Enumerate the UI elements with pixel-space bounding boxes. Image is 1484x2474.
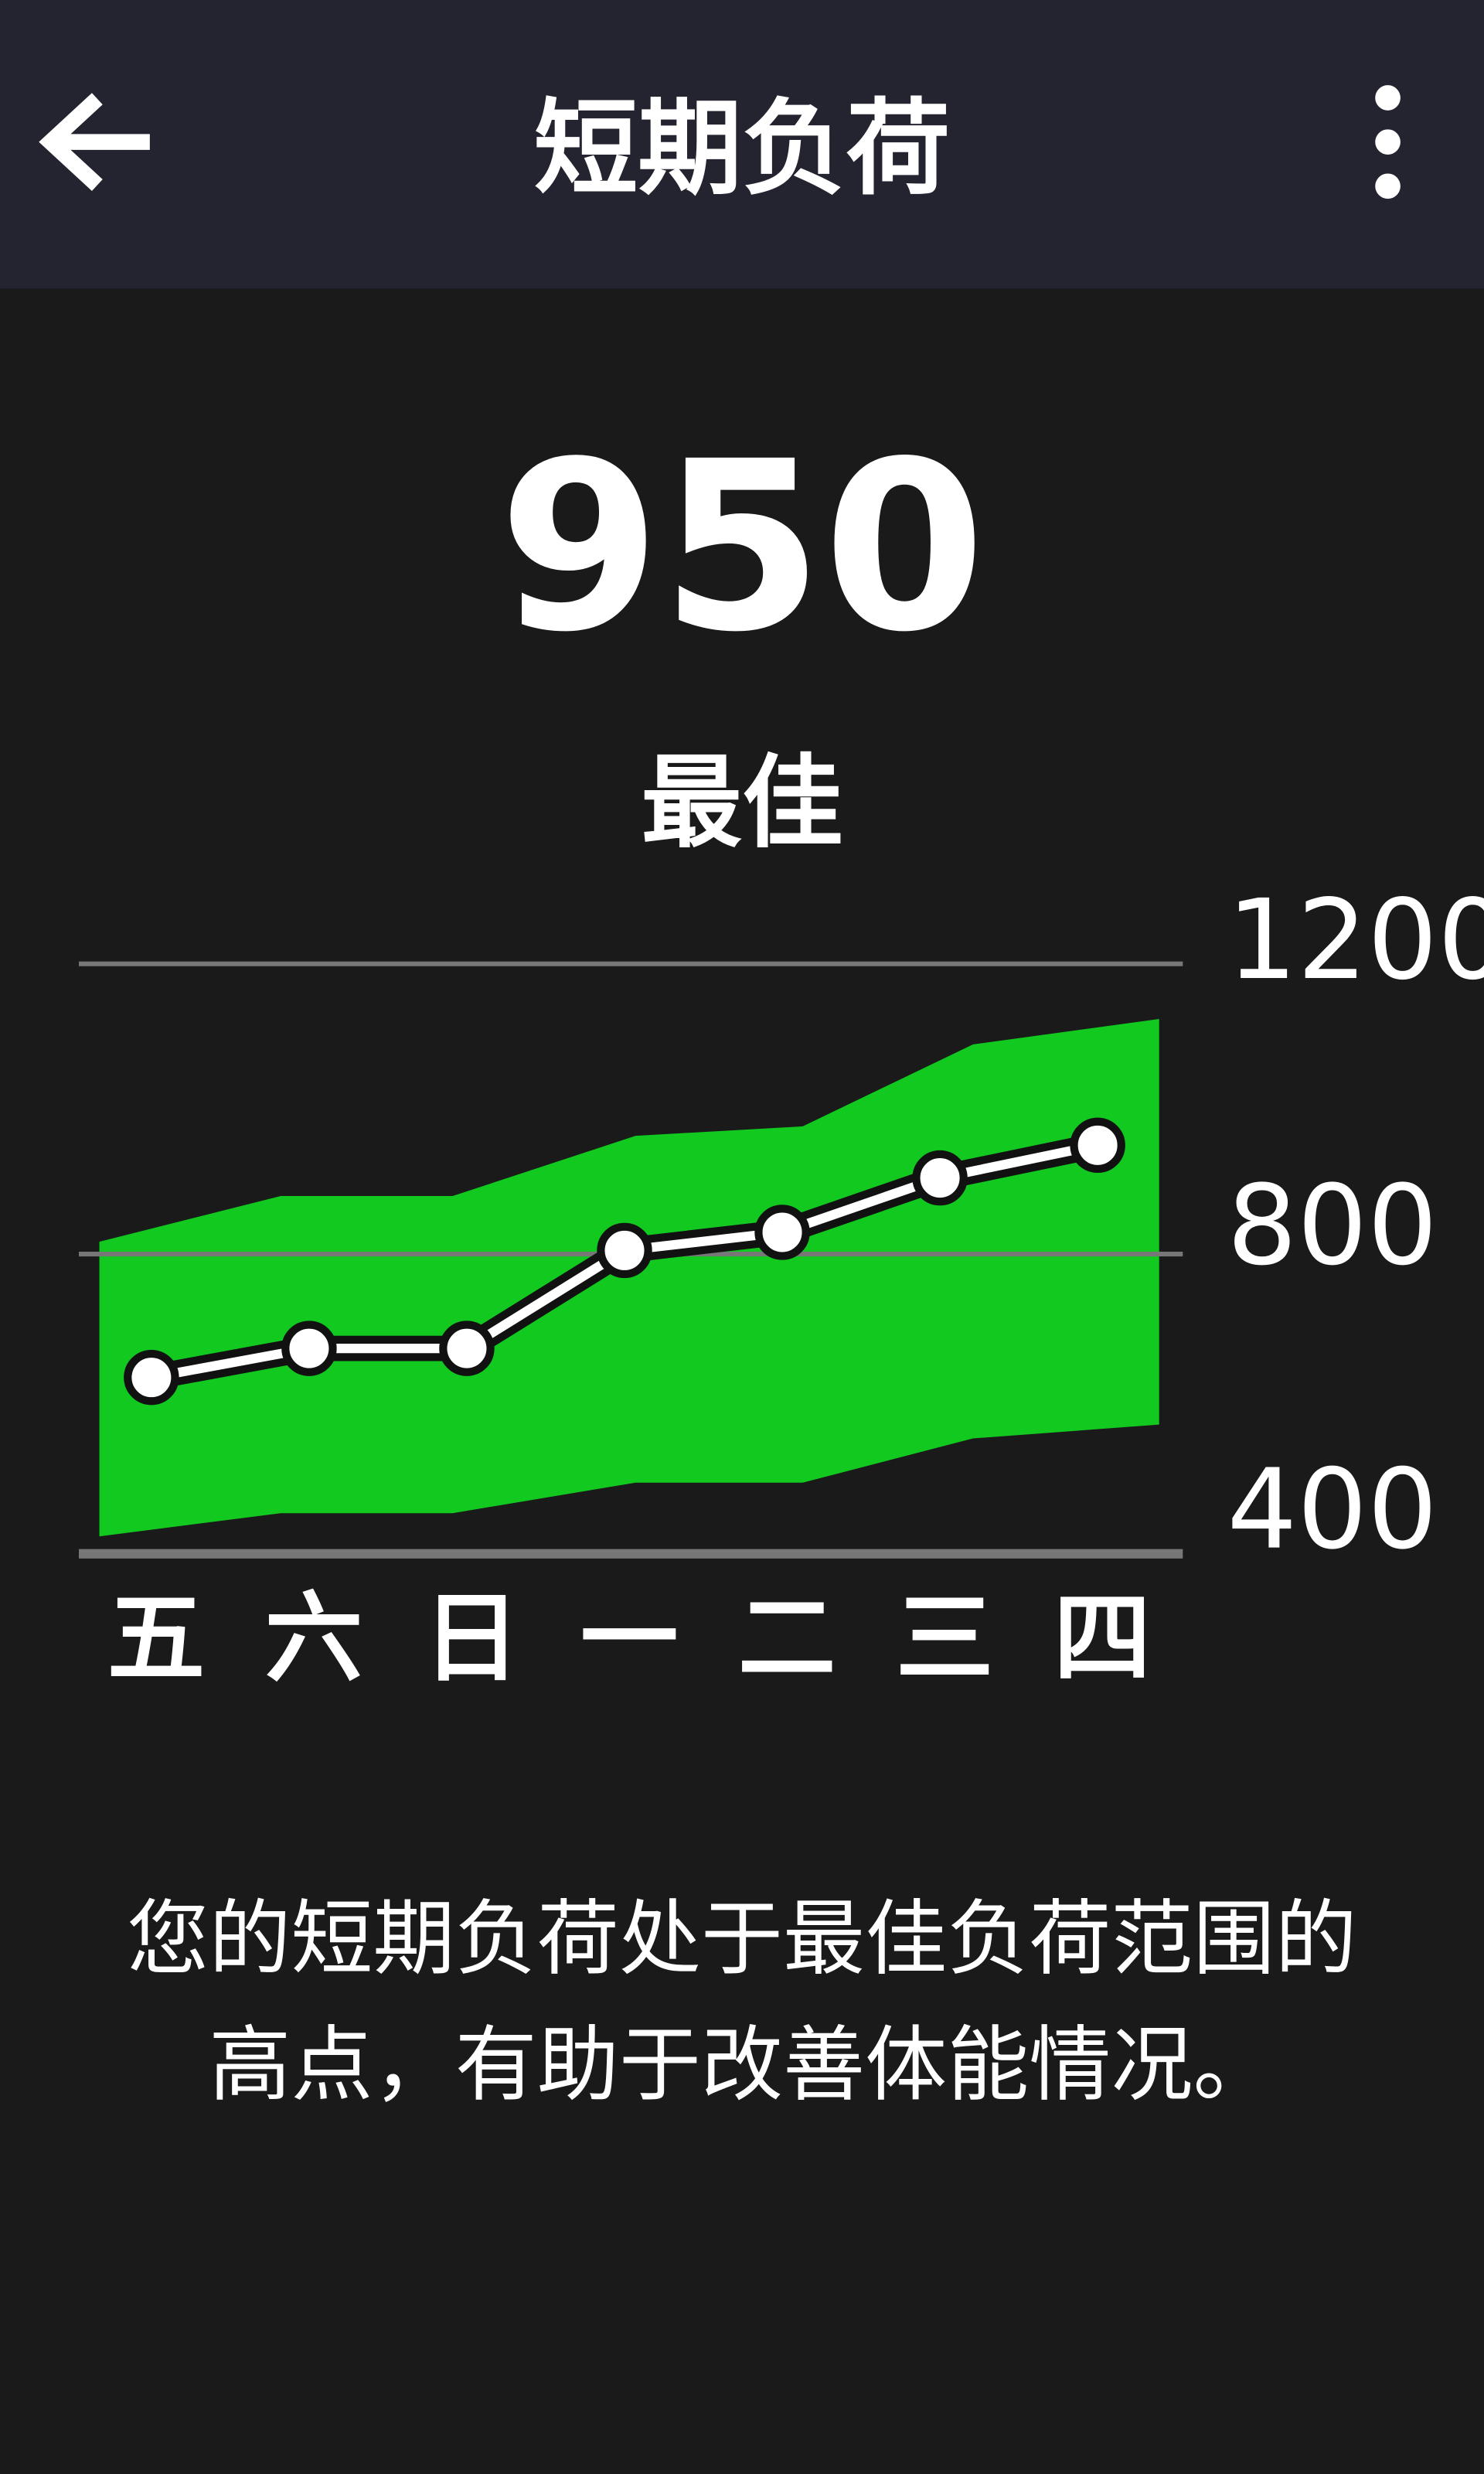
x-tick-label: 一 xyxy=(580,1582,679,1695)
data-point xyxy=(439,1320,495,1376)
x-tick-label: 二 xyxy=(738,1582,836,1695)
y-tick-label: 400 xyxy=(1227,1445,1438,1574)
y-tick-label: 1200 xyxy=(1227,884,1484,1004)
description-line: 高点，有助于改善体能情况。 xyxy=(209,2019,1275,2114)
data-point xyxy=(597,1222,652,1279)
optimal-range-band xyxy=(99,1019,1159,1537)
data-point xyxy=(281,1320,337,1376)
x-tick-label: 六 xyxy=(265,1582,363,1695)
x-tick-label: 三 xyxy=(896,1582,994,1695)
load-status: 最佳 xyxy=(641,746,843,864)
load-value: 950 xyxy=(498,411,986,683)
description: 您的短期负荷处于最佳负荷范围的 高点，有助于改善体能情况。 xyxy=(0,1877,1484,2129)
arrow-left-icon xyxy=(39,93,150,192)
description-line: 您的短期负荷处于最佳负荷范围的 xyxy=(127,1893,1357,1988)
load-chart: 1200 800 400 五六日一二三四 xyxy=(79,884,1484,1695)
page-title: 短期负荷 xyxy=(533,88,951,210)
data-point xyxy=(754,1205,810,1260)
more-options-button[interactable] xyxy=(1349,79,1428,205)
x-tick-label: 五 xyxy=(107,1582,206,1695)
y-tick-label: 800 xyxy=(1227,1160,1438,1290)
app-header: 短期负荷 xyxy=(0,0,1484,289)
data-point xyxy=(912,1150,968,1206)
x-tick-label: 四 xyxy=(1053,1582,1151,1695)
x-tick-label: 日 xyxy=(423,1582,521,1695)
data-point xyxy=(1070,1117,1125,1174)
back-button[interactable] xyxy=(35,87,155,197)
data-point xyxy=(124,1349,179,1406)
